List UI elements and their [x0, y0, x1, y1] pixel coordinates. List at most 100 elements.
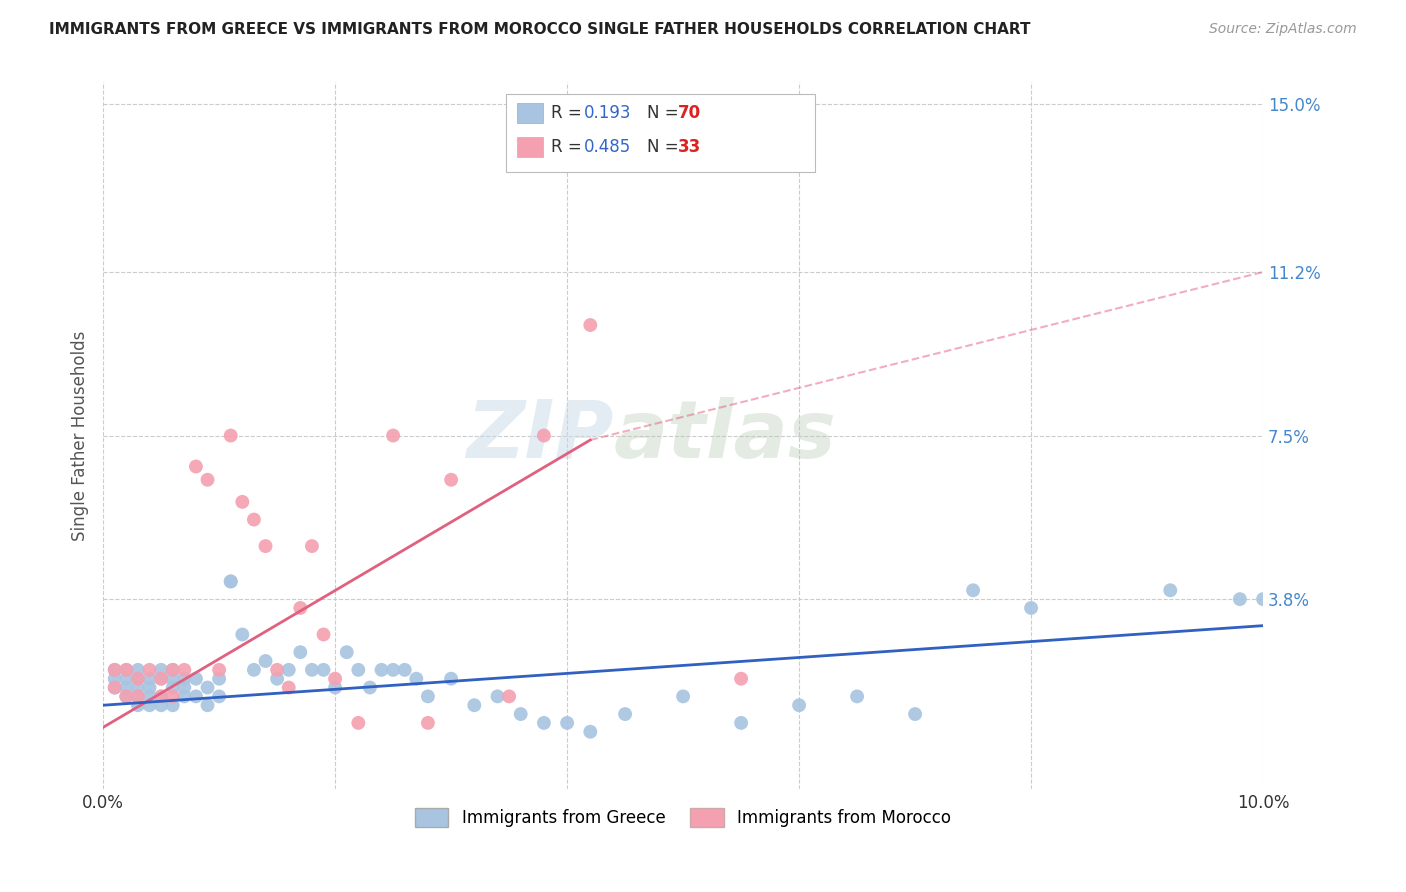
Point [231, 627, 253, 641]
Point [382, 428, 405, 442]
Point [219, 574, 242, 589]
Point [127, 681, 149, 695]
Point [115, 681, 138, 695]
Point [254, 539, 277, 553]
Point [173, 690, 195, 704]
Point [312, 627, 335, 641]
Text: Source: ZipAtlas.com: Source: ZipAtlas.com [1209, 22, 1357, 37]
Y-axis label: Single Father Households: Single Father Households [72, 330, 89, 541]
Text: atlas: atlas [613, 397, 837, 475]
Text: R =: R = [551, 104, 588, 122]
Point [277, 663, 299, 677]
Point [127, 672, 149, 686]
Point [138, 663, 160, 677]
Point [440, 672, 463, 686]
Point [150, 672, 173, 686]
Point [150, 672, 173, 686]
Point [579, 318, 602, 332]
Point [555, 715, 578, 730]
Point [266, 663, 288, 677]
Point [162, 663, 184, 677]
Point [405, 672, 427, 686]
Text: 33: 33 [678, 138, 702, 156]
Point [962, 583, 984, 598]
Point [301, 663, 323, 677]
Point [219, 428, 242, 442]
Point [370, 663, 392, 677]
Point [173, 681, 195, 695]
Point [243, 663, 266, 677]
Legend: Immigrants from Greece, Immigrants from Morocco: Immigrants from Greece, Immigrants from … [408, 801, 957, 834]
Point [498, 690, 520, 704]
Point [197, 473, 219, 487]
Point [347, 715, 370, 730]
Point [312, 663, 335, 677]
Text: 70: 70 [678, 104, 700, 122]
Point [173, 672, 195, 686]
Point [394, 663, 416, 677]
Point [197, 698, 219, 713]
Point [579, 724, 602, 739]
Text: ZIP: ZIP [467, 397, 613, 475]
Text: IMMIGRANTS FROM GREECE VS IMMIGRANTS FROM MOROCCO SINGLE FATHER HOUSEHOLDS CORRE: IMMIGRANTS FROM GREECE VS IMMIGRANTS FRO… [49, 22, 1031, 37]
Point [184, 690, 207, 704]
Point [104, 681, 127, 695]
Point [416, 690, 439, 704]
Point [162, 681, 184, 695]
Point [614, 707, 637, 722]
Point [104, 681, 127, 695]
Point [162, 672, 184, 686]
Point [127, 663, 149, 677]
Point [730, 672, 752, 686]
Text: 0.485: 0.485 [583, 138, 631, 156]
Point [150, 663, 173, 677]
Point [115, 690, 138, 704]
Point [347, 663, 370, 677]
Point [266, 672, 288, 686]
Point [184, 459, 207, 474]
Point [323, 672, 346, 686]
Point [138, 672, 160, 686]
Point [301, 539, 323, 553]
Point [290, 645, 312, 659]
Point [138, 681, 160, 695]
Point [115, 690, 138, 704]
Text: R =: R = [551, 138, 588, 156]
Text: N =: N = [647, 104, 683, 122]
Point [184, 672, 207, 686]
Point [127, 672, 149, 686]
Point [416, 715, 439, 730]
Point [486, 690, 509, 704]
Point [173, 663, 195, 677]
Point [440, 473, 463, 487]
Point [138, 698, 160, 713]
Point [127, 690, 149, 704]
Point [219, 574, 242, 589]
Point [533, 715, 555, 730]
Point [162, 698, 184, 713]
Point [1251, 592, 1274, 607]
Point [115, 663, 138, 677]
Point [162, 690, 184, 704]
Point [1159, 583, 1181, 598]
Point [672, 690, 695, 704]
Point [787, 698, 810, 713]
Point [277, 681, 299, 695]
Point [127, 690, 149, 704]
Point [197, 681, 219, 695]
Point [533, 428, 555, 442]
Point [208, 663, 231, 677]
Point [115, 672, 138, 686]
Point [254, 654, 277, 668]
Point [463, 698, 485, 713]
Point [290, 601, 312, 615]
Point [127, 698, 149, 713]
Text: 0.193: 0.193 [583, 104, 631, 122]
Text: N =: N = [647, 138, 683, 156]
Point [162, 663, 184, 677]
Point [208, 672, 231, 686]
Point [382, 663, 405, 677]
Point [336, 645, 359, 659]
Point [1229, 592, 1251, 607]
Point [150, 698, 173, 713]
